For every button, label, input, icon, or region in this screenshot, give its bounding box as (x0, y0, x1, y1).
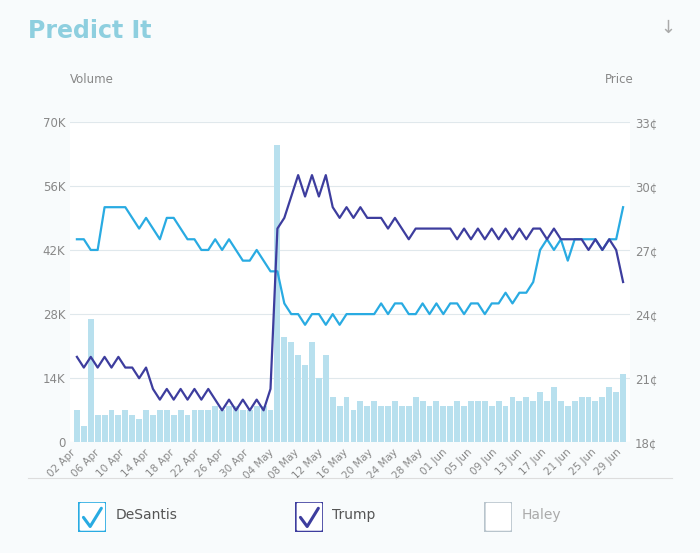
Bar (378, 406, 384, 442)
Bar (150, 415, 156, 442)
Bar (392, 401, 398, 442)
Bar (157, 410, 163, 442)
Bar (351, 410, 356, 442)
Bar (586, 397, 592, 442)
Bar (385, 406, 391, 442)
Bar (531, 401, 536, 442)
Bar (267, 410, 274, 442)
Bar (613, 392, 619, 442)
Bar (620, 374, 626, 442)
Bar (102, 415, 108, 442)
Bar (440, 406, 447, 442)
Bar (178, 410, 183, 442)
Bar (475, 401, 481, 442)
Bar (81, 426, 87, 442)
Bar (219, 410, 225, 442)
Text: Predict It: Predict It (28, 19, 151, 43)
Bar (136, 420, 142, 442)
Bar (579, 397, 584, 442)
Bar (122, 410, 128, 442)
Bar (281, 337, 287, 442)
Bar (433, 401, 440, 442)
Bar (468, 401, 474, 442)
Bar (260, 406, 267, 442)
Bar (461, 406, 467, 442)
Bar (606, 388, 612, 442)
Bar (503, 406, 508, 442)
Bar (524, 397, 529, 442)
Bar (364, 406, 370, 442)
Bar (247, 410, 253, 442)
Bar (558, 401, 564, 442)
Bar (74, 410, 80, 442)
Bar (337, 406, 342, 442)
Bar (358, 401, 363, 442)
Bar (510, 397, 515, 442)
Bar (592, 401, 598, 442)
Bar (192, 410, 197, 442)
Text: Volume: Volume (70, 72, 114, 86)
FancyBboxPatch shape (78, 502, 106, 532)
Bar (185, 415, 190, 442)
Bar (517, 401, 522, 442)
Bar (426, 406, 433, 442)
Bar (88, 319, 94, 442)
Bar (240, 410, 246, 442)
Bar (205, 410, 211, 442)
Text: Trump: Trump (332, 508, 376, 523)
Bar (233, 406, 239, 442)
Bar (108, 410, 114, 442)
Bar (198, 410, 204, 442)
Bar (323, 356, 329, 442)
Bar (330, 397, 336, 442)
Bar (274, 144, 280, 442)
FancyBboxPatch shape (484, 502, 512, 532)
Bar (116, 415, 121, 442)
Bar (253, 406, 260, 442)
Bar (482, 401, 488, 442)
Bar (344, 397, 349, 442)
Bar (420, 401, 426, 442)
Bar (212, 406, 218, 442)
Bar (288, 342, 294, 442)
Bar (454, 401, 460, 442)
Text: Haley: Haley (522, 508, 561, 523)
Bar (406, 406, 412, 442)
Text: DeSantis: DeSantis (116, 508, 177, 523)
Bar (496, 401, 502, 442)
Bar (413, 397, 419, 442)
Bar (130, 415, 135, 442)
Bar (544, 401, 550, 442)
Bar (399, 406, 405, 442)
Bar (143, 410, 149, 442)
Bar (295, 356, 301, 442)
FancyBboxPatch shape (295, 502, 323, 532)
Bar (226, 406, 232, 442)
Bar (164, 410, 169, 442)
Text: Price: Price (605, 72, 634, 86)
Bar (171, 415, 176, 442)
Bar (371, 401, 377, 442)
Bar (94, 415, 101, 442)
Bar (537, 392, 543, 442)
Bar (565, 406, 570, 442)
Bar (302, 364, 308, 442)
Bar (551, 388, 557, 442)
Bar (599, 397, 605, 442)
Bar (316, 378, 322, 442)
Bar (572, 401, 578, 442)
Text: ↓: ↓ (660, 19, 675, 38)
Bar (489, 406, 495, 442)
Bar (447, 406, 453, 442)
Bar (309, 342, 315, 442)
